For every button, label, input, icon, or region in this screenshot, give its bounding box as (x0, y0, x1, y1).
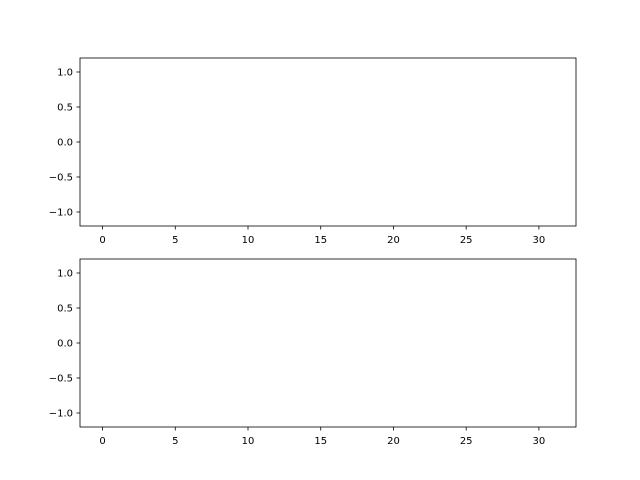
bottom-axes: 0 5 10 15 20 25 30 1.0 0.5 0.0 −0.5 −1.0 (49, 258, 577, 447)
x-tick-label: 15 (314, 436, 327, 447)
axes-frame (79, 258, 577, 428)
x-tick-label: 0 (99, 235, 105, 246)
x-tick-label: 5 (172, 235, 178, 246)
x-tick-label: 30 (533, 235, 546, 246)
y-tick-label: −0.5 (49, 374, 73, 385)
y-tick-label: 0.0 (57, 339, 73, 350)
x-tick-label: 15 (314, 235, 327, 246)
y-tick-label: 1.0 (57, 269, 73, 280)
y-tick-label: 0.5 (57, 103, 73, 114)
y-tick-label: −1.0 (49, 208, 73, 219)
axes-frame (79, 57, 577, 227)
x-tick-label: 5 (172, 436, 178, 447)
x-tick-label: 20 (387, 436, 400, 447)
x-tick-label: 10 (242, 235, 255, 246)
top-axes: 0 5 10 15 20 25 30 1.0 0.5 0.0 −0.5 −1.0 (49, 57, 577, 246)
y-tick-label: 1.0 (57, 68, 73, 79)
x-tick-label: 25 (460, 436, 473, 447)
y-tick-label: −1.0 (49, 409, 73, 420)
y-tick-label: 0.0 (57, 138, 73, 149)
x-tick-label: 20 (387, 235, 400, 246)
y-tick-label: 0.5 (57, 304, 73, 315)
y-tick-label: −0.5 (49, 173, 73, 184)
x-tick-label: 25 (460, 235, 473, 246)
x-tick-label: 10 (242, 436, 255, 447)
x-tick-label: 30 (533, 436, 546, 447)
x-tick-label: 0 (99, 436, 105, 447)
